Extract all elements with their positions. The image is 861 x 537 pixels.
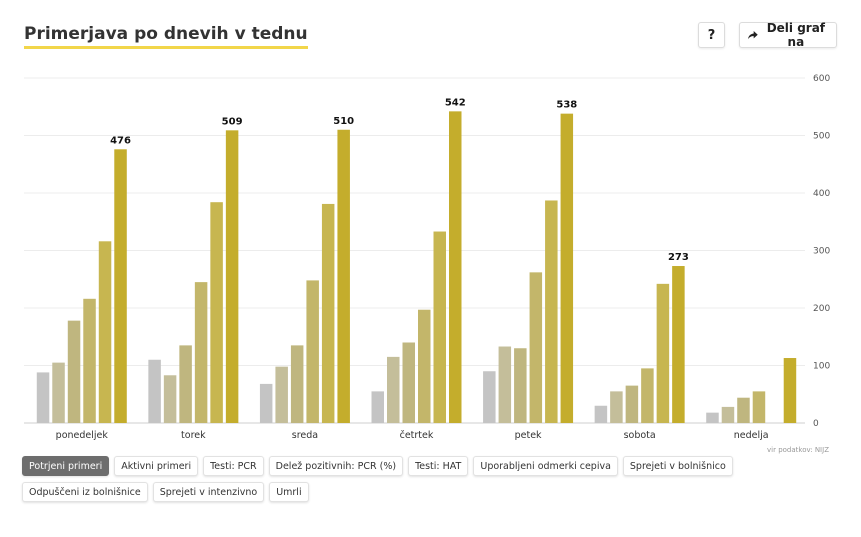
- help-button[interactable]: ?: [698, 22, 725, 48]
- bar: [210, 202, 223, 423]
- y-tick-label: 0: [813, 419, 819, 429]
- y-tick-label: 200: [813, 304, 830, 314]
- y-tick-label: 400: [813, 189, 830, 199]
- tab-5[interactable]: Uporabljeni odmerki cepiva: [473, 456, 618, 476]
- bar: [449, 111, 462, 423]
- bar: [672, 266, 685, 423]
- x-tick-label: četrtek: [400, 430, 434, 441]
- y-tick-label: 600: [813, 74, 830, 84]
- tab-3[interactable]: Delež pozitivnih: PCR (%): [268, 456, 404, 476]
- bar: [514, 348, 527, 423]
- bar: [52, 362, 65, 423]
- bar: [752, 391, 766, 423]
- bar: [545, 200, 558, 423]
- bar: [402, 342, 415, 423]
- tab-1[interactable]: Aktivni primeri: [114, 456, 199, 476]
- bar: [179, 345, 192, 423]
- bar: [306, 280, 319, 423]
- data-source: vir podatkov: NIJZ: [767, 446, 829, 454]
- bar: [371, 391, 384, 423]
- y-tick-label: 300: [813, 247, 830, 257]
- bar-chart: 0 100 200 300 400 500 600 476 ponedeljek 509 torek…: [24, 74, 830, 441]
- bar: [610, 391, 623, 423]
- share-button-label: Deli graf na: [766, 21, 826, 49]
- bar: [529, 272, 543, 423]
- bar: [433, 231, 446, 423]
- bar: [259, 383, 273, 423]
- bar: [641, 368, 654, 423]
- y-tick-label: 100: [813, 362, 830, 372]
- bar: [483, 371, 496, 423]
- bar: [114, 149, 127, 424]
- bar: [98, 241, 112, 423]
- value-label: 538: [556, 100, 577, 111]
- bar: [783, 358, 797, 423]
- x-tick-label: ponedeljek: [56, 430, 109, 441]
- x-tick-label: sreda: [292, 430, 318, 441]
- bar: [706, 412, 719, 423]
- bar: [737, 397, 750, 423]
- bar: [321, 203, 335, 423]
- bar: [148, 359, 161, 423]
- bar: [337, 129, 350, 423]
- bar: [418, 309, 431, 423]
- x-tick-label: sobota: [624, 430, 656, 441]
- metric-tabs: Potrjeni primeri Aktivni primeri Testi: PC…: [22, 456, 822, 502]
- bar: [163, 375, 177, 423]
- tab-0[interactable]: Potrjeni primeri: [22, 456, 110, 476]
- bar: [290, 345, 304, 423]
- bar: [36, 372, 50, 423]
- page-title: Primerjava po dnevih v tednu: [24, 24, 308, 49]
- bar: [594, 405, 608, 423]
- tab-8[interactable]: Sprejeti v intenzivno: [152, 482, 265, 502]
- y-tick-label: 500: [813, 132, 830, 142]
- x-tick-label: nedelja: [734, 430, 769, 441]
- x-tick-label: torek: [181, 430, 206, 441]
- value-label: 476: [110, 135, 131, 146]
- tab-7[interactable]: Odpuščeni iz bolnišnice: [22, 482, 148, 502]
- bar: [498, 346, 512, 423]
- bar: [560, 113, 574, 424]
- share-button[interactable]: Deli graf na: [739, 21, 837, 49]
- share-arrow-icon: [748, 30, 758, 39]
- bar: [625, 385, 639, 423]
- tab-9[interactable]: Umrli: [269, 482, 309, 502]
- tab-2[interactable]: Testi: PCR: [203, 456, 264, 476]
- tab-6[interactable]: Sprejeti v bolnišnico: [622, 456, 733, 476]
- value-label: 542: [445, 97, 466, 108]
- x-tick-label: petek: [515, 430, 542, 441]
- bar: [721, 406, 735, 423]
- bar: [387, 356, 400, 423]
- tab-4[interactable]: Testi: HAT: [408, 456, 469, 476]
- bar: [67, 320, 81, 423]
- bar: [194, 282, 208, 423]
- value-label: 273: [668, 252, 689, 263]
- bar: [225, 130, 239, 423]
- value-label: 509: [222, 116, 243, 127]
- bar: [275, 366, 288, 423]
- value-label: 510: [333, 116, 354, 127]
- bar: [83, 298, 96, 423]
- bar: [656, 283, 670, 423]
